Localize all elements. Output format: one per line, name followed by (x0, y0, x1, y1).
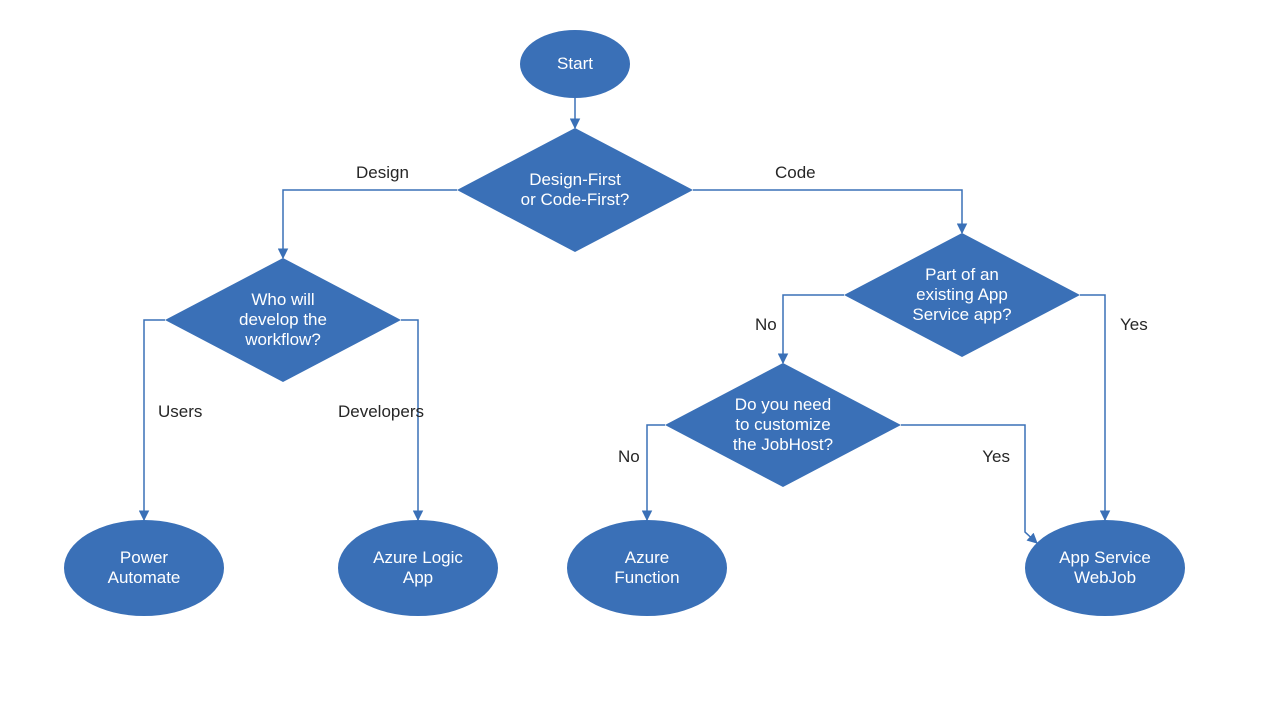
node-q_who: Who willdevelop theworkflow? (165, 258, 401, 382)
node-r_power: PowerAutomate (64, 520, 224, 616)
node-text-r_logic-0: Azure Logic (373, 548, 463, 567)
edge-code-right (693, 190, 962, 233)
node-text-r_function-1: Function (614, 568, 679, 587)
node-q_jobhost: Do you needto customizethe JobHost? (665, 363, 901, 487)
node-text-q_appservice-1: existing App (916, 285, 1008, 304)
edge-label-who-devs: Developers (338, 402, 424, 421)
edge-label-job-yes: Yes (982, 447, 1010, 466)
flowchart-canvas: Start Design-Firstor Code-First? Who willd… (0, 0, 1280, 720)
node-text-q_designcode-0: Design-First (529, 170, 621, 189)
node-text-q_jobhost-0: Do you need (735, 395, 831, 414)
edge-label-design-left: Design (356, 163, 409, 182)
node-q_appservice: Part of anexisting AppService app? (844, 233, 1080, 357)
node-text-q_who-0: Who will (251, 290, 314, 309)
edge-app-yes (1080, 295, 1105, 520)
node-text-r_webjob-0: App Service (1059, 548, 1151, 567)
node-text-r_power-0: Power (120, 548, 169, 567)
node-text-q_appservice-2: Service app? (912, 305, 1011, 324)
node-text-q_designcode-1: or Code-First? (521, 190, 630, 209)
edge-label-who-users: Users (158, 402, 202, 421)
edge-job-yes (901, 425, 1037, 543)
node-text-r_power-1: Automate (108, 568, 181, 587)
node-text-q_who-2: workflow? (244, 330, 321, 349)
node-text-q_jobhost-1: to customize (735, 415, 830, 434)
node-text-q_who-1: develop the (239, 310, 327, 329)
edge-job-no (647, 425, 665, 520)
node-start: Start (520, 30, 630, 98)
node-q_designcode: Design-Firstor Code-First? (457, 128, 693, 252)
node-text-q_jobhost-2: the JobHost? (733, 435, 833, 454)
edge-label-app-yes: Yes (1120, 315, 1148, 334)
edge-app-no (783, 295, 844, 363)
node-r_logic: Azure LogicApp (338, 520, 498, 616)
edge-label-app-no: No (755, 315, 777, 334)
node-r_function: AzureFunction (567, 520, 727, 616)
edge-label-code-right: Code (775, 163, 816, 182)
node-text-r_logic-1: App (403, 568, 433, 587)
node-text-start-0: Start (557, 54, 593, 73)
node-r_webjob: App ServiceWebJob (1025, 520, 1185, 616)
edge-label-job-no: No (618, 447, 640, 466)
node-text-q_appservice-0: Part of an (925, 265, 999, 284)
node-text-r_webjob-1: WebJob (1074, 568, 1136, 587)
node-text-r_function-0: Azure (625, 548, 669, 567)
edge-design-left (283, 190, 457, 258)
